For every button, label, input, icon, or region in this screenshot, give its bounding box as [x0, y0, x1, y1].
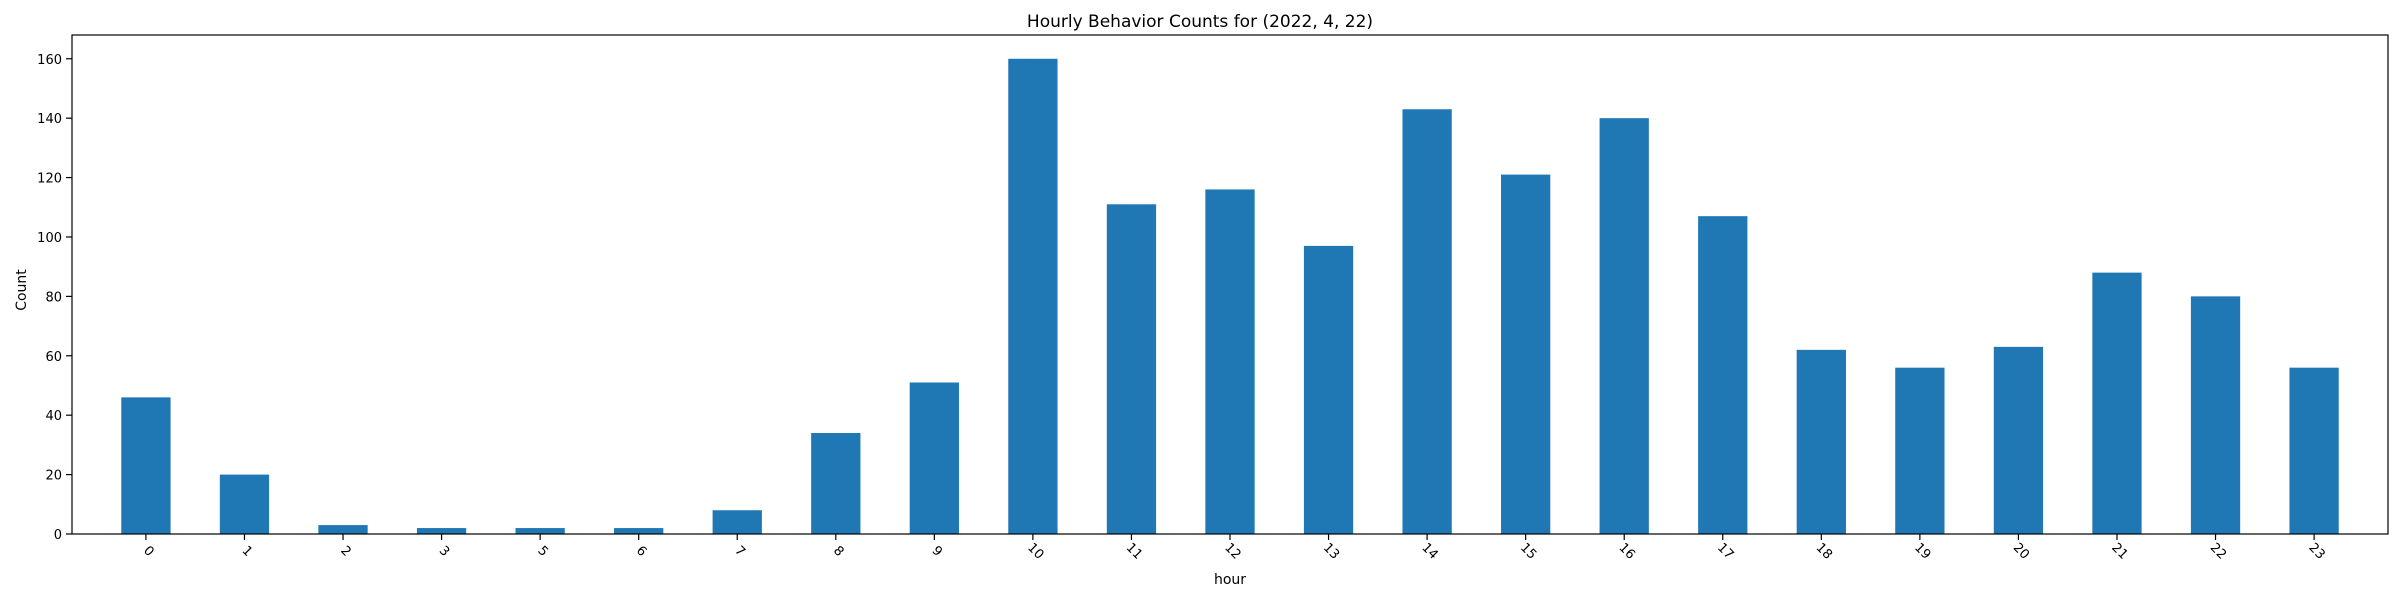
x-tick-label: 18	[1813, 540, 1835, 562]
x-tick-label: 0	[140, 543, 156, 559]
bar-hour-10	[1008, 58, 1058, 534]
bar-hour-15	[1501, 174, 1551, 534]
x-tick-label: 11	[1123, 540, 1145, 562]
x-tick-label: 6	[633, 543, 649, 559]
bar-hour-17	[1698, 216, 1748, 534]
bar-hour-6	[614, 528, 664, 534]
bar-hour-0	[121, 397, 171, 534]
x-tick-label: 16	[1616, 540, 1638, 562]
bar-hour-7	[712, 510, 762, 534]
bar-hour-18	[1796, 349, 1846, 534]
x-axis-label: hour	[1214, 572, 1246, 588]
bar-hour-3	[416, 528, 467, 534]
y-tick-label: 60	[45, 350, 62, 365]
y-axis-ticks: 0 20 40 60 80 100 120 140 160	[37, 53, 72, 543]
bar-hour-19	[1895, 367, 1945, 534]
bar-hour-9	[909, 382, 959, 534]
bar-hour-20	[1993, 346, 2044, 535]
bar-hour-8	[811, 433, 861, 534]
y-axis-label: Count	[14, 269, 30, 311]
x-tick-label: 13	[1320, 540, 1342, 562]
y-tick-label: 0	[54, 528, 62, 543]
bar-hour-16	[1599, 118, 1649, 535]
x-tick-label: 1	[239, 543, 255, 559]
x-tick-label: 12	[1221, 540, 1243, 562]
bar-series	[121, 58, 2339, 535]
y-tick-label: 40	[45, 409, 62, 424]
x-tick-label: 7	[731, 543, 747, 559]
bar-hour-2	[318, 525, 368, 534]
x-tick-label: 10	[1024, 540, 1046, 562]
x-tick-label: 8	[830, 543, 846, 559]
x-tick-label: 3	[436, 543, 452, 559]
x-tick-label: 5	[534, 543, 550, 559]
bar-hour-12	[1205, 189, 1255, 534]
x-tick-label: 15	[1517, 540, 1539, 562]
bar-hour-23	[2289, 367, 2339, 534]
x-tick-label: 21	[2108, 540, 2130, 562]
x-tick-label: 2	[337, 543, 353, 559]
chart-title: Hourly Behavior Counts for (2022, 4, 22)	[1027, 12, 1373, 32]
y-tick-label: 160	[37, 53, 62, 68]
x-tick-label: 22	[2207, 540, 2229, 562]
y-tick-label: 140	[37, 112, 62, 127]
y-tick-label: 20	[45, 469, 62, 484]
bar-hour-5	[515, 528, 565, 534]
x-tick-label: 20	[2010, 540, 2032, 562]
y-tick-label: 120	[37, 172, 62, 187]
bar-hour-1	[219, 474, 270, 534]
x-tick-label: 19	[1911, 540, 1933, 562]
y-tick-label: 100	[37, 231, 62, 246]
bar-hour-14	[1402, 109, 1452, 534]
bar-hour-21	[2092, 272, 2142, 534]
x-tick-label: 23	[2305, 540, 2327, 562]
bar-hour-22	[2190, 296, 2241, 534]
plot-area-frame	[71, 34, 2389, 535]
bar-hour-13	[1303, 245, 1354, 534]
bar-hour-11	[1106, 204, 1157, 535]
y-tick-label: 80	[45, 290, 62, 305]
x-tick-label: 14	[1418, 540, 1440, 562]
x-tick-label: 9	[929, 543, 945, 559]
x-axis-ticks: 0 1 2 3 5 6 7 8 9 10 11 12 13 14 15 16 17 18 19 20 21 22 23	[140, 534, 2328, 563]
x-tick-label: 17	[1714, 540, 1736, 562]
